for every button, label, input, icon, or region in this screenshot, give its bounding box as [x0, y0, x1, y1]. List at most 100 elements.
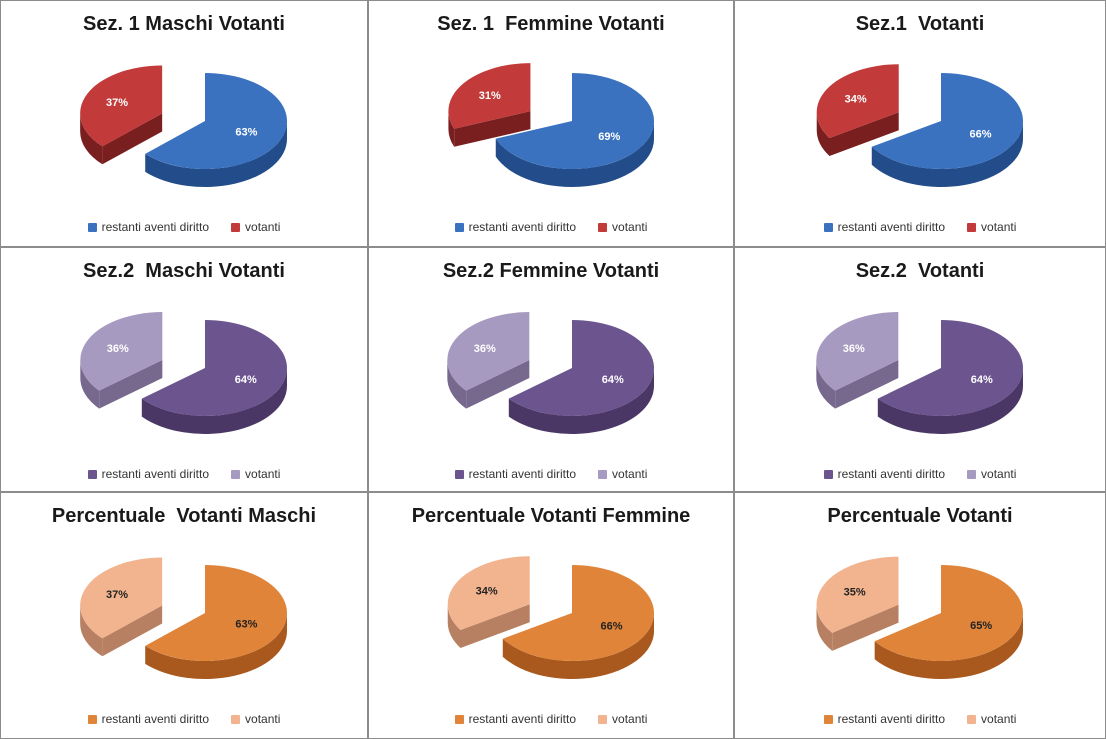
legend-item-votanti: votanti — [967, 712, 1016, 726]
chart-title: Percentuale Votanti Femmine — [411, 505, 691, 527]
legend-swatch-restanti — [87, 222, 97, 232]
chart-panel: Sez.1 Votanti 66% 34% restanti aventi dirit… — [734, 0, 1106, 247]
pie-slice-restanti — [871, 73, 1023, 169]
pie-slice-votanti — [80, 312, 163, 391]
legend-item-votanti: votanti — [967, 467, 1016, 481]
legend-label-votanti: votanti — [612, 467, 648, 481]
legend-swatch-votanti — [598, 469, 608, 479]
pie-slice-votanti — [816, 312, 899, 391]
legend-item-restanti: restanti aventi diritto — [87, 220, 210, 234]
pie-slice-side-votanti — [835, 360, 899, 409]
legend-item-restanti: restanti aventi diritto — [87, 712, 210, 726]
pie-slice-restanti — [145, 73, 287, 169]
chart-legend: restanti aventi diritto votanti — [369, 220, 733, 234]
legend-item-restanti: restanti aventi diritto — [823, 712, 945, 726]
chart-title: Sez.2 Maschi Votanti — [83, 260, 285, 282]
chart-title: Sez.1 Votanti — [855, 13, 985, 35]
pie-slice-edge-restanti — [874, 613, 1023, 679]
pie-slice-side-votanti — [99, 360, 163, 409]
pie-slice-votanti — [448, 63, 531, 129]
legend-item-restanti: restanti aventi diritto — [823, 467, 946, 481]
pie-slice-votanti — [447, 556, 530, 630]
pie-slice-side-votanti — [102, 605, 163, 657]
chart-legend: restanti aventi diritto votanti — [735, 712, 1105, 726]
legend-item-votanti: votanti — [231, 220, 280, 234]
legend-item-restanti: restanti aventi diritto — [454, 220, 577, 234]
legend-swatch-votanti — [598, 714, 608, 724]
pie-chart: 69% 31% — [448, 63, 654, 187]
pie-slice-side-votanti — [829, 112, 899, 156]
legend-item-restanti: restanti aventi diritto — [823, 220, 945, 234]
legend-item-votanti: votanti — [967, 220, 1016, 234]
chart-panel: Percentuale Votanti Femmine 66% 34% restant… — [368, 492, 734, 739]
data-label-votanti: 34% — [476, 585, 498, 597]
pie-slice-side-votanti — [460, 604, 530, 648]
legend-label-votanti: votanti — [245, 220, 281, 234]
pie-slice-edge-restanti — [495, 121, 654, 187]
pie-chart: 64% 36% — [447, 312, 654, 434]
chart-panel: Sez.2 Femmine Votanti 64% 36% restanti aven… — [368, 247, 734, 492]
legend-swatch-votanti — [967, 222, 977, 232]
legend-label-restanti: restanti aventi diritto — [837, 467, 946, 481]
legend-label-restanti: restanti aventi diritto — [101, 220, 210, 234]
legend-swatch-votanti — [967, 714, 977, 724]
data-label-votanti: 37% — [106, 589, 128, 601]
data-label-restanti: 64% — [602, 374, 624, 386]
data-label-votanti: 35% — [844, 587, 866, 599]
pie-slice-edge-votanti — [448, 111, 455, 147]
legend-item-votanti: votanti — [231, 712, 280, 726]
legend-item-restanti: restanti aventi diritto — [454, 467, 576, 481]
pie-slice-side-votanti — [102, 113, 163, 165]
data-label-votanti: 34% — [845, 93, 867, 105]
pie-slice-edge-restanti — [877, 368, 1023, 434]
pie-chart: 66% 34% — [816, 64, 1023, 188]
data-label-votanti: 36% — [843, 343, 865, 355]
legend-label-restanti: restanti aventi diritto — [101, 467, 210, 481]
legend-swatch-restanti — [87, 714, 97, 724]
legend-swatch-restanti — [823, 469, 833, 479]
pie-slice-votanti — [80, 65, 163, 147]
data-label-votanti: 31% — [479, 90, 501, 102]
chart-legend: restanti aventi diritto votanti — [735, 467, 1105, 481]
chart-title: Sez.2 Femmine Votanti — [442, 260, 660, 282]
data-label-restanti: 63% — [235, 126, 257, 138]
pie-slice-edge-restanti — [502, 613, 654, 679]
pie-slice-edge-votanti — [816, 112, 830, 156]
legend-item-votanti: votanti — [598, 467, 647, 481]
data-label-votanti: 36% — [107, 343, 129, 355]
chart-panel: Percentuale Votanti 65% 35% restanti aventi… — [734, 492, 1106, 739]
legend-label-restanti: restanti aventi diritto — [101, 712, 210, 726]
pie-chart: 63% 37% — [80, 65, 287, 187]
pie-slice-side-votanti — [454, 111, 531, 147]
pie-slice-edge-restanti — [871, 121, 1023, 188]
chart-legend: restanti aventi diritto votanti — [369, 712, 733, 726]
chart-panel: Percentuale Votanti Maschi 63% 37% restanti… — [0, 492, 368, 739]
legend-label-restanti: restanti aventi diritto — [468, 220, 577, 234]
pie-slice-restanti — [141, 320, 287, 416]
chart-legend: restanti aventi diritto votanti — [735, 220, 1105, 234]
data-label-restanti: 63% — [235, 618, 257, 630]
pie-slice-edge-restanti — [508, 368, 654, 434]
chart-title: Sez.2 Votanti — [855, 260, 985, 282]
pie-slice-votanti — [816, 556, 899, 633]
legend-label-votanti: votanti — [245, 467, 281, 481]
pie-slice-restanti — [145, 565, 287, 661]
pie-slice-edge-votanti — [447, 604, 461, 648]
chart-title: Sez. 1 Femmine Votanti — [437, 13, 665, 35]
legend-item-votanti: votanti — [598, 220, 647, 234]
chart-title: Percentuale Votanti — [827, 505, 1013, 527]
legend-swatch-restanti — [823, 222, 833, 232]
legend-label-votanti: votanti — [245, 712, 281, 726]
data-label-restanti: 64% — [235, 374, 257, 386]
pie-chart: 66% 34% — [447, 556, 654, 679]
legend-label-restanti: restanti aventi diritto — [468, 712, 577, 726]
chart-title: Percentuale Votanti Maschi — [51, 505, 317, 527]
pie-slice-edge-restanti — [145, 613, 287, 679]
data-label-votanti: 37% — [106, 97, 128, 109]
pie-chart: 64% 36% — [80, 312, 287, 434]
legend-swatch-restanti — [454, 222, 464, 232]
pie-slice-side-votanti — [466, 360, 530, 409]
pie-slice-restanti — [502, 565, 654, 661]
pie-slice-edge-votanti — [447, 360, 467, 409]
